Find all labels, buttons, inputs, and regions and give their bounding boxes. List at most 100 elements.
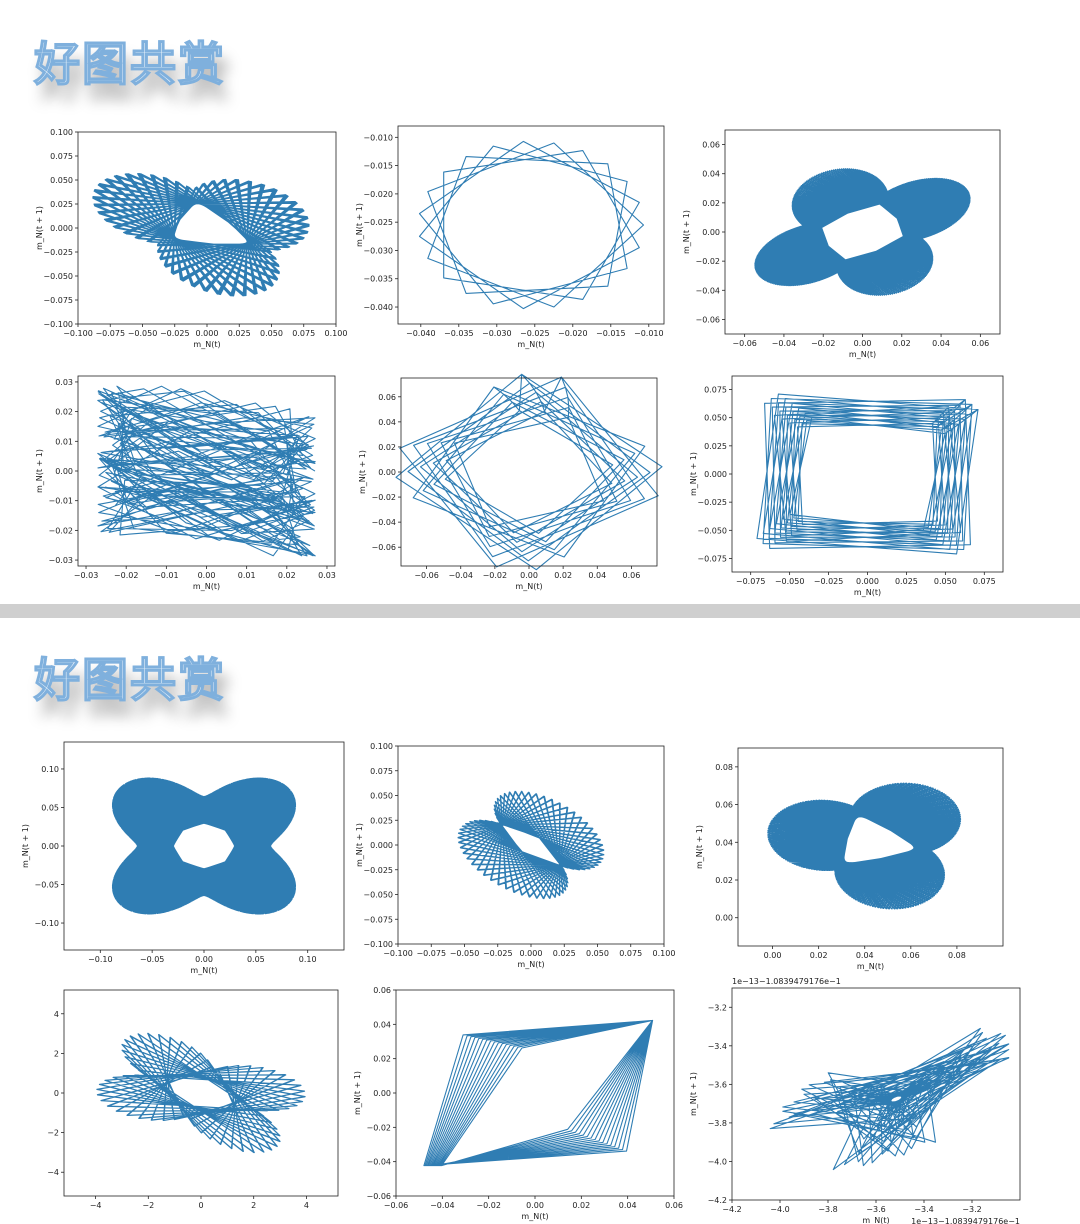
y-tick-label: 0.02: [373, 1055, 391, 1064]
x-tick-label: −0.06: [384, 1201, 409, 1210]
series-line: [395, 373, 663, 571]
y-tick-label: −0.10: [34, 919, 59, 928]
x-tick-label: −0.06: [414, 571, 439, 580]
x-tick-label: −0.025: [483, 949, 513, 958]
y-tick-label: −0.02: [366, 1123, 391, 1132]
y-tick-label: −0.025: [363, 866, 393, 875]
x-axis-label: m_N(t): [862, 1216, 889, 1224]
y-axis-label: m_N(t + 1): [353, 1071, 362, 1115]
series-line: [767, 782, 962, 910]
y-tick-label: 0.04: [373, 1020, 391, 1029]
y-tick-label: −3.6: [708, 1080, 727, 1089]
x-tick-label: −0.035: [444, 329, 474, 338]
x-tick-label: 0: [198, 1201, 203, 1210]
y-tick-label: 0.06: [373, 986, 391, 995]
series-line: [97, 385, 316, 557]
plot-12: −4.2 −4.0 −3.8 −3.6 −3.4 −3.2 −4.2 −4.0 −3.8 −3.6…: [689, 977, 1021, 1224]
y-tick-label: −0.075: [43, 296, 73, 305]
y-axis-label: m_N(t + 1): [689, 1072, 698, 1116]
plot-11: −0.06 −0.04 −0.02 0.00 0.02 0.04 0.06 −0.06 −0.0…: [353, 986, 683, 1221]
axes-frame: [737, 747, 1004, 947]
x-tick-label: −0.02: [114, 571, 139, 580]
x-tick-label: −3.4: [914, 1205, 933, 1214]
y-axis-label: m_N(t + 1): [695, 825, 704, 869]
x-tick-label: −0.05: [140, 955, 165, 964]
y-tick-label: −0.010: [363, 133, 393, 142]
x-tick-label: −0.050: [128, 329, 158, 338]
x-tick-label: 0.000: [856, 577, 879, 586]
x-tick-label: 0.050: [934, 577, 957, 586]
x-tick-label: 0.04: [588, 571, 606, 580]
y-tick-label: 0.100: [370, 742, 393, 751]
y-axis-label: m_N(t + 1): [689, 452, 698, 496]
y-tick-label: 0.00: [55, 467, 73, 476]
x-tick-label: 0.06: [622, 571, 640, 580]
y-offset-label: 1e−13−1.0839479176e−1: [732, 977, 841, 986]
y-tick-label: −3.4: [708, 1042, 727, 1051]
y-tick-label: −0.035: [363, 275, 393, 284]
x-tick-label: −3.6: [866, 1205, 885, 1214]
y-tick-label: −4: [47, 1168, 59, 1177]
x-tick-label: 0.075: [973, 577, 996, 586]
y-tick-label: −0.025: [697, 498, 727, 507]
x-tick-label: −0.025: [814, 577, 844, 586]
y-tick-label: 0.025: [50, 200, 73, 209]
x-tick-label: 0.025: [228, 329, 251, 338]
series-line: [96, 1032, 306, 1154]
x-tick-label: 0.075: [619, 949, 642, 958]
y-tick-label: 0.000: [50, 224, 73, 233]
x-tick-label: 0.00: [195, 955, 213, 964]
y-tick-label: 0.06: [715, 801, 733, 810]
y-tick-label: −0.06: [371, 543, 396, 552]
x-axis-label: m_N(t): [517, 960, 544, 969]
x-tick-label: 0.050: [586, 949, 609, 958]
x-tick-label: −0.050: [450, 949, 480, 958]
x-tick-label: −2: [142, 1201, 154, 1210]
x-axis-label: m_N(t): [521, 1212, 548, 1221]
y-tick-label: −0.03: [48, 556, 73, 565]
y-tick-label: −0.050: [363, 891, 393, 900]
plot-9: 0.00 0.02 0.04 0.06 0.08 0.00 0.02 0.04 0.06 0.08…: [695, 747, 1004, 971]
y-tick-label: 0.02: [55, 408, 73, 417]
watermark-title-bottom: 好图共赏: [33, 652, 226, 708]
y-tick-label: 0.075: [370, 767, 393, 776]
y-tick-label: −0.025: [43, 248, 73, 257]
y-tick-label: 0.050: [50, 176, 73, 185]
x-tick-label: −0.025: [160, 329, 190, 338]
y-tick-label: 0.04: [715, 838, 733, 847]
y-tick-label: 0.06: [702, 141, 720, 150]
y-tick-label: 0.03: [55, 378, 73, 387]
x-tick-label: 0.08: [948, 951, 966, 960]
x-tick-label: −0.10: [88, 955, 113, 964]
y-tick-label: 0.08: [715, 763, 733, 772]
x-tick-label: 0.00: [854, 339, 872, 348]
y-tick-label: −2: [47, 1129, 59, 1138]
series-line: [769, 1027, 1010, 1171]
series-line: [111, 777, 297, 915]
x-axis-label: m_N(t): [517, 340, 544, 349]
y-tick-label: −0.06: [366, 1192, 391, 1201]
y-tick-label: 0: [54, 1089, 59, 1098]
x-tick-label: −0.100: [63, 329, 93, 338]
y-tick-label: −0.06: [695, 315, 720, 324]
x-tick-label: −0.02: [483, 571, 508, 580]
y-tick-label: 0.10: [41, 765, 59, 774]
x-tick-label: −0.020: [558, 329, 588, 338]
plot-6: −0.075 −0.050 −0.025 0.000 0.025 0.050 0.075 −0…: [689, 375, 1004, 597]
y-axis-label: m_N(t + 1): [355, 203, 364, 247]
plot-3: −0.06 −0.04 −0.02 0.00 0.02 0.04 0.06 −0.06 −0.0…: [682, 129, 1001, 359]
x-tick-label: −0.025: [520, 329, 550, 338]
y-tick-label: −0.01: [48, 497, 73, 506]
y-tick-label: −0.02: [371, 493, 396, 502]
x-tick-label: 0.00: [198, 571, 216, 580]
axes-frame: [397, 745, 665, 945]
x-tick-label: 0.10: [299, 955, 317, 964]
x-axis-label: m_N(t): [854, 588, 881, 597]
x-tick-label: −0.015: [596, 329, 626, 338]
y-tick-label: 0.01: [55, 437, 73, 446]
watermark-title-top: 好图共赏: [33, 36, 226, 92]
plot-5: −0.06 −0.04 −0.02 0.00 0.02 0.04 0.06 −0.06 −0.0…: [358, 373, 663, 591]
y-tick-label: −0.020: [363, 190, 393, 199]
series-line: [754, 168, 971, 296]
y-tick-label: −0.02: [695, 257, 720, 266]
